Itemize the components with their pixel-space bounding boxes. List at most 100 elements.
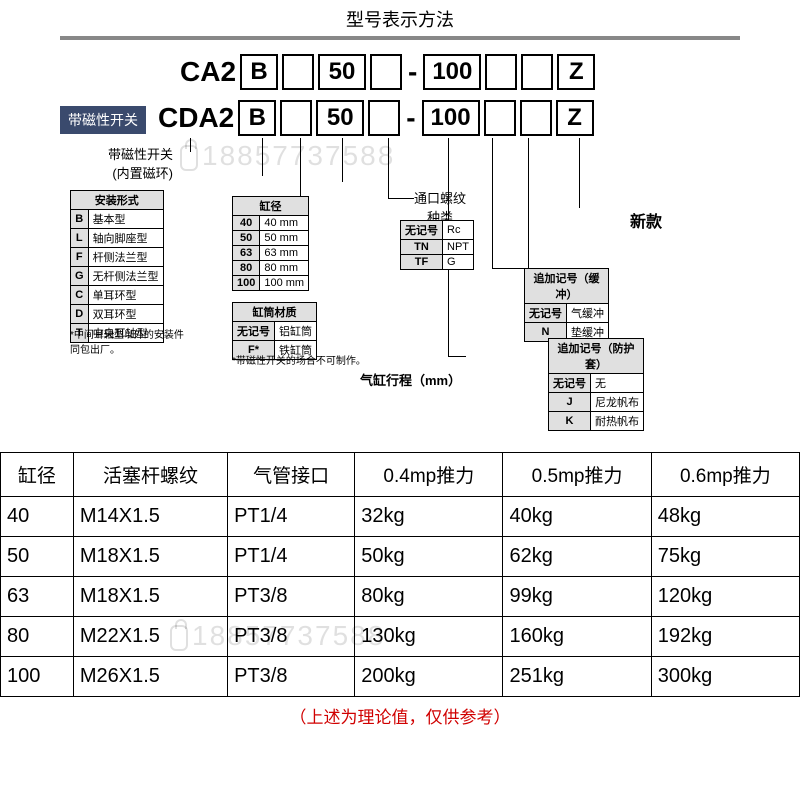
box-empty-2d <box>520 100 552 136</box>
table-cell: PT3/8 <box>228 657 355 697</box>
cell: 双耳环型 <box>88 305 163 324</box>
bore-table: 缸径 4040 mm5050 mm6363 mm8080 mm100100 mm <box>232 196 309 291</box>
model-row-2: CDA2 B 50 - 100 Z <box>158 100 594 136</box>
cell: 轴向脚座型 <box>88 229 163 248</box>
cell: 尼龙帆布 <box>591 393 644 412</box>
cell: 无杆侧法兰型 <box>88 267 163 286</box>
cell: 杆侧法兰型 <box>88 248 163 267</box>
table-header: 0.4mp推力 <box>355 453 503 497</box>
table-cell: PT3/8 <box>228 617 355 657</box>
table-header: 缸径 <box>1 453 74 497</box>
cell: 无记号 <box>525 304 567 323</box>
table-cell: PT3/8 <box>228 577 355 617</box>
box-z-1: Z <box>557 54 595 90</box>
cell: 50 <box>233 231 260 246</box>
cell: 40 mm <box>260 216 309 231</box>
box-100-1: 100 <box>423 54 481 90</box>
cell: F <box>71 248 89 267</box>
cell: 无记号 <box>549 374 591 393</box>
table-cell: 50kg <box>355 537 503 577</box>
cell: 40 <box>233 216 260 231</box>
cell: 50 mm <box>260 231 309 246</box>
table-header: 0.5mp推力 <box>503 453 651 497</box>
cell: B <box>71 210 89 229</box>
cell: 基本型 <box>88 210 163 229</box>
table-cell: 75kg <box>651 537 799 577</box>
table-row: 100M26X1.5PT3/8200kg251kg300kg <box>1 657 800 697</box>
box-empty-1b <box>370 54 402 90</box>
dash-1: - <box>406 56 419 88</box>
thread-table: 无记号RcTNNPTTFG <box>400 220 474 270</box>
table-cell: 62kg <box>503 537 651 577</box>
cushion-caption: 追加记号（缓冲） <box>524 268 609 303</box>
install-form-table: 安装形式 B基本型L轴向脚座型F杆侧法兰型G无杆侧法兰型C单耳环型D双耳环型T中… <box>70 190 164 343</box>
table-cell: 130kg <box>355 617 503 657</box>
cover-caption: 追加记号（防护套） <box>548 338 644 373</box>
table-header: 活塞杆螺纹 <box>73 453 227 497</box>
box-50-1: 50 <box>318 54 366 90</box>
prefix-cda2: CDA2 <box>158 102 234 134</box>
cell: Rc <box>443 221 474 240</box>
table-cell: 32kg <box>355 497 503 537</box>
box-empty-2b <box>368 100 400 136</box>
box-empty-1d <box>521 54 553 90</box>
spec-table: 缸径活塞杆螺纹气管接口0.4mp推力0.5mp推力0.6mp推力 40M14X1… <box>0 452 800 697</box>
footer-note: （上述为理论值，仅供参考） <box>0 703 800 728</box>
cell: 单耳环型 <box>88 286 163 305</box>
box-b-1: B <box>240 54 278 90</box>
table-cell: 251kg <box>503 657 651 697</box>
dash-2: - <box>404 102 417 134</box>
table-cell: PT1/4 <box>228 497 355 537</box>
cell: 63 <box>233 246 260 261</box>
cell: L <box>71 229 89 248</box>
box-empty-1c <box>485 54 517 90</box>
cover-table: 追加记号（防护套） 无记号无J尼龙帆布K耐热帆布 <box>548 338 644 431</box>
table-header: 0.6mp推力 <box>651 453 799 497</box>
table-cell: M18X1.5 <box>73 537 227 577</box>
table-cell: 100 <box>1 657 74 697</box>
cell: 80 <box>233 261 260 276</box>
cell: J <box>549 393 591 412</box>
table-row: 80M22X1.5PT3/8130kg160kg192kg <box>1 617 800 657</box>
cell: D <box>71 305 89 324</box>
table-cell: 99kg <box>503 577 651 617</box>
table-cell: 80 <box>1 617 74 657</box>
table-cell: PT1/4 <box>228 537 355 577</box>
cell: 100 <box>233 276 260 291</box>
material-note: *带磁性开关的场合不可制作。 <box>232 352 366 367</box>
table-cell: M18X1.5 <box>73 577 227 617</box>
cell: 无记号 <box>401 221 443 240</box>
table-cell: 63 <box>1 577 74 617</box>
cell: C <box>71 286 89 305</box>
install-note: *中间耳轴型以外的安装件 同包出厂。 <box>70 326 184 356</box>
cell: 无记号 <box>233 322 275 341</box>
cell: 耐热帆布 <box>591 412 644 431</box>
table-row: 40M14X1.5PT1/432kg40kg48kg <box>1 497 800 537</box>
magnetic-sublabel: 带磁性开关 (内置磁环) <box>108 144 173 182</box>
install-form-caption: 安装形式 <box>70 190 164 209</box>
table-cell: 120kg <box>651 577 799 617</box>
table-cell: 50 <box>1 537 74 577</box>
box-100-2: 100 <box>422 100 480 136</box>
box-empty-2a <box>280 100 312 136</box>
cell: 100 mm <box>260 276 309 291</box>
table-cell: 160kg <box>503 617 651 657</box>
cell: NPT <box>443 240 474 255</box>
cushion-table: 追加记号（缓冲） 无记号气缓冲N垫缓冲 <box>524 268 609 342</box>
page-title: 型号表示方法 <box>60 0 740 40</box>
box-z-2: Z <box>556 100 594 136</box>
table-row: 50M18X1.5PT1/450kg62kg75kg <box>1 537 800 577</box>
table-header: 气管接口 <box>228 453 355 497</box>
table-cell: M14X1.5 <box>73 497 227 537</box>
box-50-2: 50 <box>316 100 364 136</box>
cell: K <box>549 412 591 431</box>
spec-table-header: 缸径活塞杆螺纹气管接口0.4mp推力0.5mp推力0.6mp推力 <box>1 453 800 497</box>
phone-icon <box>180 145 198 171</box>
magnetic-badge: 带磁性开关 <box>60 106 146 134</box>
model-row-1: CA2 B 50 - 100 Z <box>180 54 595 90</box>
stroke-label: 气缸行程（mm） <box>360 370 461 389</box>
table-cell: 200kg <box>355 657 503 697</box>
newmark-label: 新款 <box>630 208 662 232</box>
cell: TN <box>401 240 443 255</box>
table-cell: 48kg <box>651 497 799 537</box>
